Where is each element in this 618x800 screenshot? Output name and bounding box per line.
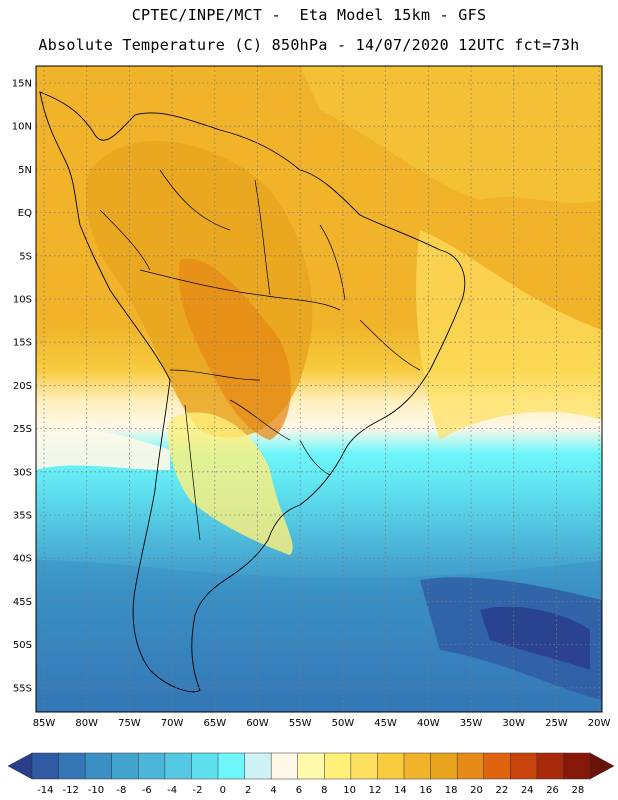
colorbar-swatch [456, 752, 485, 780]
colorbar-label: 4 [270, 785, 276, 796]
colorbar-swatch [31, 752, 60, 780]
colorbar-swatch [350, 752, 378, 780]
colorbar-label: 24 [521, 785, 534, 796]
colorbar-label: -2 [192, 785, 202, 796]
colorbar-label: -12 [62, 785, 78, 796]
colorbar-swatch [483, 752, 511, 780]
lat-label-10s: 10S [13, 295, 32, 306]
colorbar-label: 8 [321, 785, 327, 796]
lon-label-70w: 70W [161, 718, 184, 729]
lon-label-25w: 25W [545, 718, 568, 729]
lon-label-65w: 65W [203, 718, 226, 729]
lon-label-50w: 50W [332, 718, 355, 729]
colorbar: -14 -12 -10 -8 -6 -4 -2 0 2 4 6 8 10 12 14 16 18 20 22 24 26… [7, 752, 615, 796]
colorbar-swatch [510, 752, 538, 780]
lat-label-50s: 50S [13, 640, 32, 651]
lat-label-40s: 40S [13, 554, 32, 565]
colorbar-label: 20 [470, 785, 483, 796]
colorbar-swatch [244, 752, 272, 780]
lat-label-5s: 5S [19, 251, 32, 262]
colorbar-label: -14 [37, 785, 53, 796]
colorbar-swatch [563, 752, 591, 780]
colorbar-swatch [377, 752, 405, 780]
colorbar-swatch [324, 752, 352, 780]
colorbar-label: 12 [369, 785, 382, 796]
colorbar-label: 18 [445, 785, 458, 796]
colorbar-swatch [58, 752, 86, 780]
lat-label-15s: 15S [13, 338, 32, 349]
chart-title-line1: CPTEC/INPE/MCT - Eta Model 15km - GFS [131, 6, 487, 24]
colorbar-swatch [191, 752, 219, 780]
colorbar-label: -4 [167, 785, 177, 796]
lon-label-80w: 80W [75, 718, 98, 729]
colorbar-label: 26 [546, 785, 559, 796]
colorbar-label: 10 [343, 785, 356, 796]
colorbar-swatch [403, 752, 432, 780]
colorbar-label: 6 [296, 785, 302, 796]
chart-title-line2: Absolute Temperature (C) 850hPa - 14/07/… [38, 36, 580, 54]
colorbar-swatch [111, 752, 139, 780]
colorbar-swatch [270, 752, 299, 780]
colorbar-max-arrow [589, 752, 615, 780]
lat-label-25s: 25S [13, 424, 32, 435]
lat-label-55s: 55S [13, 683, 32, 694]
lon-label-40w: 40W [417, 718, 440, 729]
colorbar-label: 16 [419, 785, 432, 796]
latitude-labels: 15N 10N 5N EQ 5S 10S 15S 20S 25S 30S 35S 40S 45S 50S 5… [12, 79, 32, 695]
colorbar-label: -10 [88, 785, 104, 796]
lon-label-55w: 55W [289, 718, 312, 729]
colorbar-swatch [84, 752, 113, 780]
colorbar-swatch [138, 752, 166, 780]
colorbar-label: 0 [220, 785, 226, 796]
lon-label-45w: 45W [374, 718, 397, 729]
colorbar-label: 28 [572, 785, 585, 796]
colorbar-label: 14 [394, 785, 407, 796]
lon-label-35w: 35W [460, 718, 483, 729]
lat-label-45s: 45S [13, 597, 32, 608]
colorbar-label: 2 [245, 785, 251, 796]
lat-label-10n: 10N [12, 122, 32, 133]
lon-label-20w: 20W [588, 718, 611, 729]
colorbar-label: -8 [116, 785, 126, 796]
lat-label-30s: 30S [13, 467, 32, 478]
lon-label-75w: 75W [118, 718, 141, 729]
lat-label-35s: 35S [13, 511, 32, 522]
temperature-field [36, 66, 602, 712]
lon-label-85w: 85W [33, 718, 56, 729]
country-borders [99, 169, 421, 541]
colorbar-swatch [430, 752, 458, 780]
colorbar-swatch [297, 752, 325, 780]
lon-label-30w: 30W [502, 718, 525, 729]
lat-label-20s: 20S [13, 381, 32, 392]
colorbar-swatch [164, 752, 192, 780]
lat-label-15n: 15N [12, 79, 32, 90]
lon-label-60w: 60W [246, 718, 269, 729]
colorbar-label: 22 [495, 785, 508, 796]
colorbar-min-arrow [7, 752, 33, 780]
colorbar-swatch [217, 752, 246, 780]
lat-label-5n: 5N [18, 165, 32, 176]
south-america-coastline [39, 91, 466, 693]
map-frame [35, 65, 603, 713]
lat-label-eq: EQ [18, 208, 32, 219]
colorbar-swatch [536, 752, 564, 780]
longitude-labels: 85W 80W 75W 70W 65W 60W 55W 50W 45W 40W 35W 30W 25W 2… [33, 718, 611, 729]
colorbar-label: -6 [142, 785, 152, 796]
